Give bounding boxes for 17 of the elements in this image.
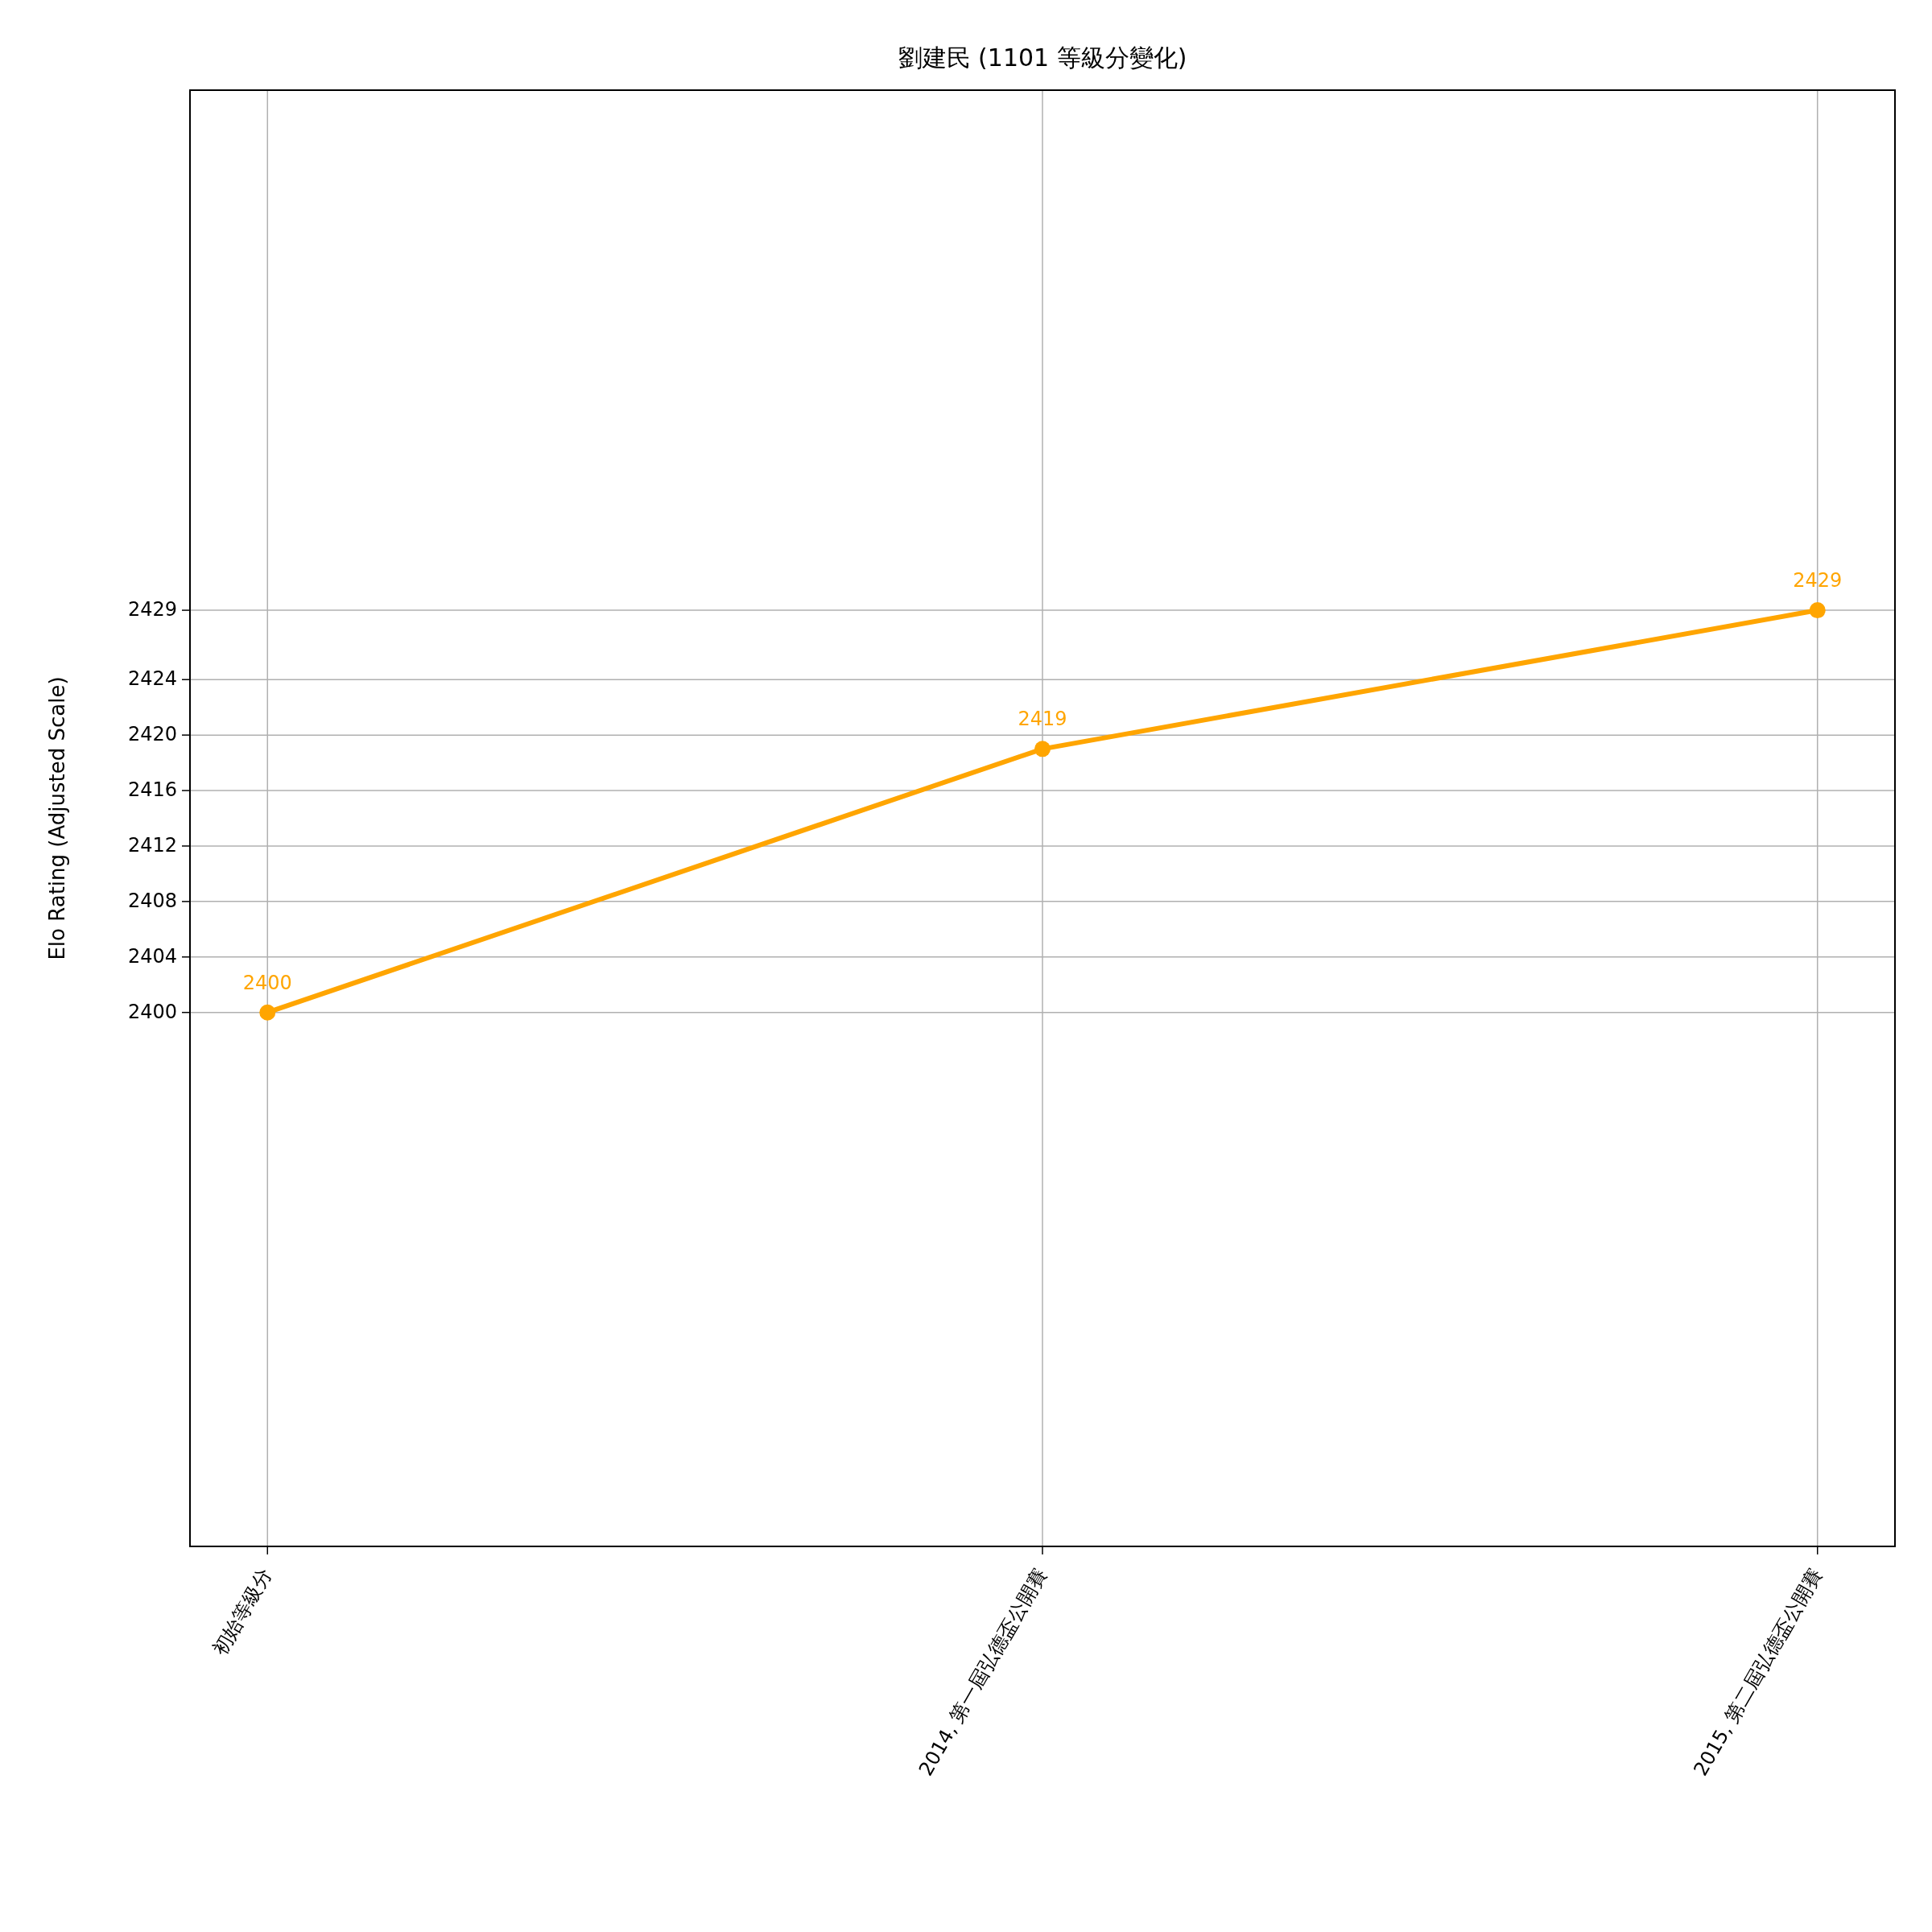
data-label: 2419 [1018, 708, 1067, 731]
x-tick-label: 初始等級分 [208, 1564, 277, 1660]
data-label: 2429 [1793, 569, 1843, 592]
point [259, 1004, 276, 1021]
y-tick-label: 2412 [127, 833, 177, 857]
point [1034, 741, 1051, 758]
y-tick-label: 2416 [127, 778, 177, 802]
point [1809, 602, 1826, 619]
y-axis-title: Elo Rating (Adjusted Scale) [45, 676, 69, 960]
y-tick-label: 2408 [127, 889, 177, 912]
y-tick-label: 2424 [127, 667, 177, 691]
y-tick-label: 2404 [127, 944, 177, 968]
y-tick-label: 2420 [127, 723, 177, 746]
data-label: 2400 [242, 971, 292, 994]
y-tick-label: 2429 [127, 598, 177, 621]
chart-title: 劉建民 (1101 等級分變化) [898, 43, 1187, 72]
y-tick-label: 2400 [127, 1000, 177, 1023]
